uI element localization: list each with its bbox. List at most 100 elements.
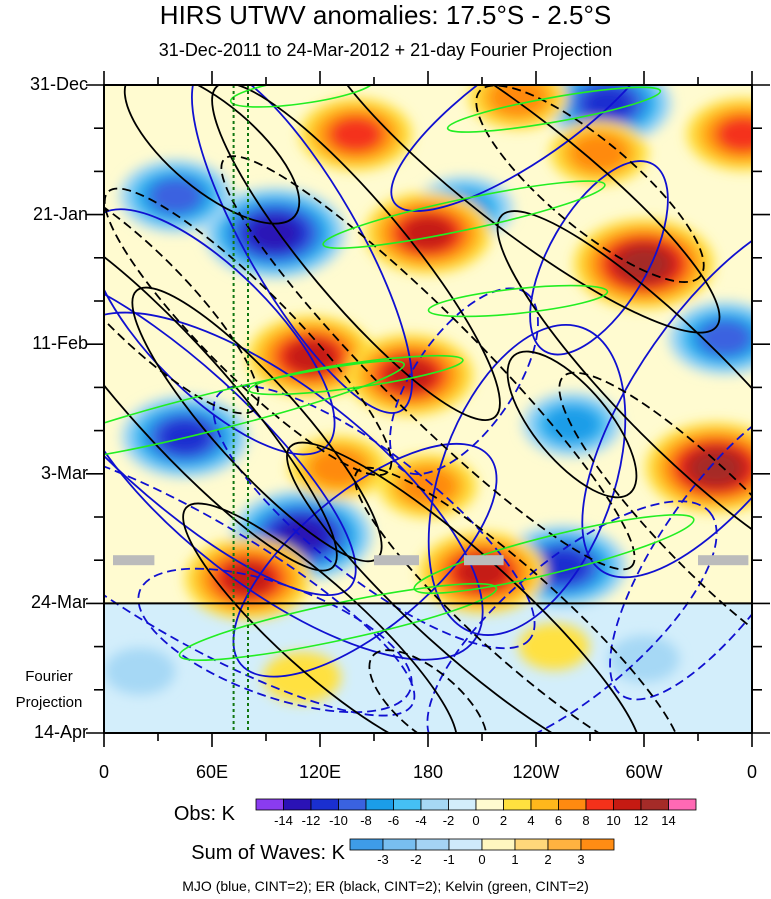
missing-data-bar	[698, 555, 749, 566]
obs-colorbar-label: -14	[274, 813, 293, 828]
obs-colorbar-swatch	[338, 798, 367, 811]
waves-colorbar-swatch	[415, 838, 450, 851]
waves-colorbar-swatch	[448, 838, 483, 851]
obs-colorbar-swatch	[640, 798, 669, 811]
x-tick-label: 60W	[625, 762, 663, 782]
kelvin-contour-pos	[104, 360, 405, 465]
mjo-contour-neg	[426, 500, 718, 733]
er-contour-pos	[496, 210, 752, 577]
kelvin-contour-pos	[248, 354, 464, 396]
obs-colorbar-label: 6	[554, 813, 563, 828]
y-tick-label: 3-Mar	[40, 462, 88, 483]
obs-colorbar-swatch	[668, 798, 697, 811]
waves-colorbar-swatch	[382, 838, 417, 851]
anomaly-feature	[364, 192, 492, 275]
waves-colorbar-label: -2	[410, 852, 422, 867]
anomaly-feature	[686, 97, 752, 171]
er-contour-neg	[475, 85, 705, 283]
mjo-contour-neg	[104, 440, 416, 717]
waves-colorbar-swatch	[349, 838, 384, 851]
obs-colorbar-label: 12	[633, 813, 649, 828]
er-contour-pos	[104, 215, 338, 572]
mjo-contour-pos	[581, 208, 752, 579]
obs-colorbar-label: 4	[527, 813, 535, 828]
x-tick-label: 120E	[298, 762, 342, 782]
obs-colorbar-label: 2	[499, 813, 508, 828]
anomaly-feature	[121, 395, 249, 478]
kelvin-contour-pos	[229, 85, 375, 108]
projection-label-line2: Projection	[15, 694, 83, 711]
y-tick-label: 21-Jan	[32, 203, 88, 224]
y-tick-label: 24-Mar	[30, 592, 88, 613]
obs-colorbar-swatch	[420, 798, 449, 811]
anomaly-feature	[608, 635, 680, 683]
waves-colorbar-label: 3	[577, 852, 585, 867]
waves-colorbar-title: Sum of Waves: K	[191, 842, 345, 864]
missing-data-bar	[374, 555, 419, 566]
anomaly-feature	[204, 187, 346, 279]
mjo-contour-neg	[609, 395, 752, 701]
mjo-contour-neg	[389, 287, 539, 476]
obs-colorbar-swatch	[503, 798, 532, 811]
obs-colorbar-swatch	[283, 798, 312, 811]
obs-colorbar-swatch	[475, 798, 504, 811]
obs-colorbar-swatch	[255, 798, 284, 811]
obs-colorbar-swatch	[558, 798, 587, 811]
waves-colorbar-label: 2	[544, 852, 552, 867]
er-contour-pos	[506, 350, 638, 499]
anomaly-feature	[522, 392, 622, 457]
obs-colorbar-label: 14	[661, 813, 676, 828]
mjo-contour-neg	[212, 384, 536, 650]
mjo-contour-pos	[104, 265, 357, 597]
obs-colorbar-label: -10	[329, 813, 348, 828]
obs-colorbar-label: 0	[472, 813, 480, 828]
er-contour-pos	[211, 85, 501, 422]
x-tick-label: 120W	[512, 762, 560, 782]
er-contour-neg	[353, 466, 683, 733]
anomaly-feature	[549, 120, 649, 186]
x-tick-label: 0	[98, 762, 109, 782]
er-contour-neg	[104, 175, 260, 415]
obs-colorbar-swatch	[530, 798, 559, 811]
anomaly-feature	[104, 647, 176, 695]
missing-data-bar	[113, 555, 155, 566]
er-contour-pos	[182, 502, 458, 733]
obs-colorbar-title: Obs: K	[173, 803, 235, 825]
obs-colorbar-label: -6	[387, 813, 400, 828]
y-tick-label: 11-Feb	[32, 333, 88, 354]
chart-subtitle: 31-Dec-2011 to 24-Mar-2012 + 21-day Four…	[158, 40, 613, 60]
projection-label-line1: Fourier	[25, 668, 73, 685]
mjo-contour-pos	[104, 208, 336, 456]
er-contour-pos	[123, 85, 301, 225]
waves-colorbar-swatch	[547, 838, 582, 851]
kelvin-contour-pos	[446, 86, 662, 133]
missing-data-bar	[464, 555, 504, 566]
er-contour-pos	[286, 441, 642, 733]
x-tick-label: 0	[746, 762, 757, 782]
anomaly-feature	[119, 159, 233, 233]
figure-caption: MJO (blue, CINT=2); ER (black, CINT=2); …	[182, 878, 589, 894]
waves-colorbar-swatch	[580, 838, 615, 851]
waves-colorbar-label: 0	[478, 852, 486, 867]
obs-colorbar-label: 8	[582, 813, 590, 828]
waves-colorbar-swatch	[481, 838, 516, 851]
mjo-contour-pos	[104, 311, 484, 661]
obs-colorbar-label: 10	[606, 813, 621, 828]
kelvin-contour-pos	[427, 284, 609, 318]
chart-title: HIRS UTWV anomalies: 17.5°S - 2.5°S	[159, 0, 612, 30]
er-contour-neg	[220, 155, 636, 571]
y-tick-label: 14-Apr	[33, 722, 88, 742]
obs-colorbar-swatch	[365, 798, 394, 811]
obs-colorbar-label: -4	[415, 813, 427, 828]
mjo-contour-neg	[137, 567, 413, 714]
obs-colorbar-swatch	[613, 798, 642, 811]
obs-colorbar-swatch	[393, 798, 422, 811]
anomaly-feature	[299, 97, 413, 171]
anomaly-feature	[573, 218, 715, 310]
obs-colorbar-label: -8	[360, 813, 372, 828]
obs-colorbar-swatch	[585, 798, 614, 811]
x-tick-label: 180	[412, 762, 444, 782]
anomaly-feature	[518, 623, 590, 670]
obs-colorbar-label: -2	[442, 813, 455, 828]
